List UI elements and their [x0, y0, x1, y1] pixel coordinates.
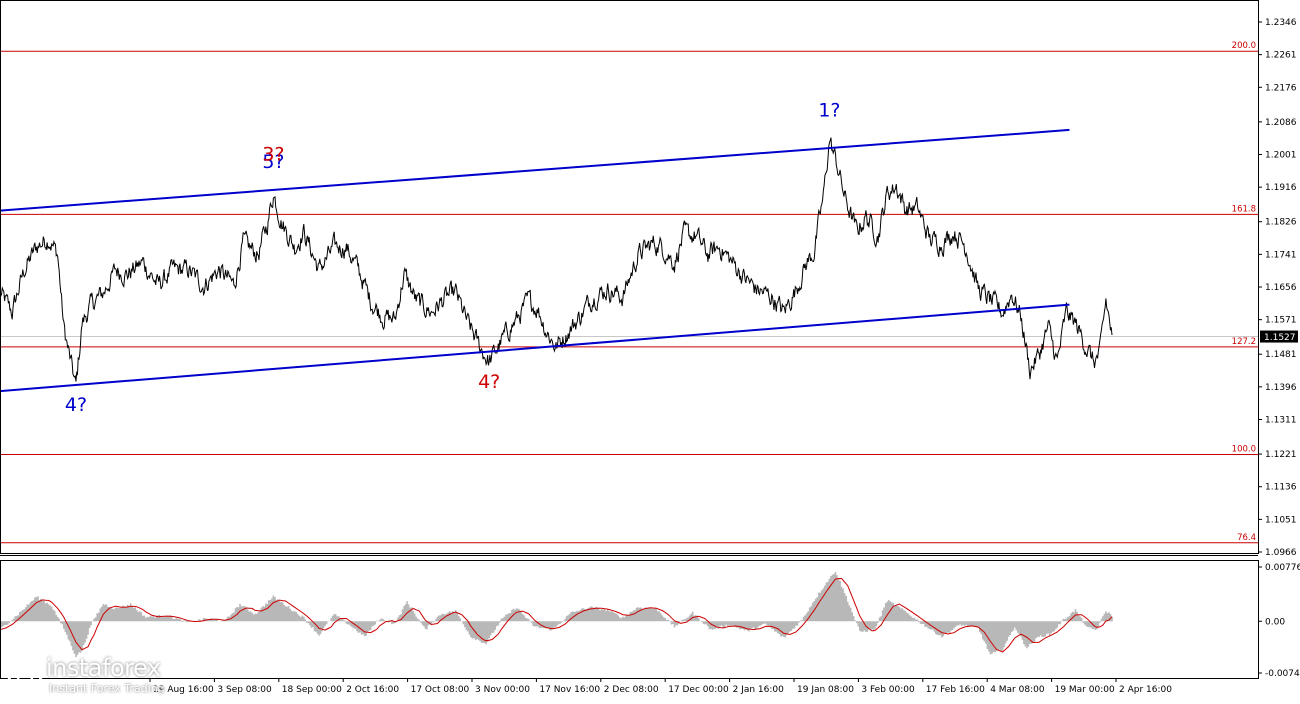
time-axis: 19 Aug 16:00 3 Sep 08:00 18 Sep 00:00 2 Oct…: [149, 678, 1172, 695]
price-tick-label: 1.1396: [1265, 383, 1297, 393]
time-tick-label: 3 Feb 00:00: [861, 685, 915, 695]
price-tick-label: 1.1571: [1265, 316, 1297, 326]
logo-title: instaforex: [46, 654, 161, 682]
price-tick-label: 1.2176: [1265, 83, 1297, 93]
oscillator-signal-line: [0, 577, 1113, 653]
wave-label: 4?: [65, 394, 87, 416]
fib-level-label: 161.8: [1232, 204, 1256, 214]
price-tick-label: 1.1656: [1265, 283, 1297, 293]
trend-channel: [0, 128, 1070, 393]
fibonacci-levels: 200.0 161.8 127.2 100.0 76.4: [0, 41, 1258, 544]
time-tick-label: 17 Feb 16:00: [926, 685, 985, 695]
oscillator-histogram: [0, 572, 1113, 658]
osc-tick-label: 0.00776: [1265, 563, 1300, 573]
lower-channel-line: [0, 303, 1070, 393]
price-tick-label: 1.1136: [1265, 483, 1297, 493]
time-tick-label: 17 Dec 00:00: [668, 685, 729, 695]
fib-level-label: 100.0: [1232, 444, 1256, 454]
osc-tick-label: -0.0074: [1265, 669, 1300, 679]
time-tick-label: 19 Jan 08:00: [797, 685, 854, 695]
price-axis: 1.2346 1.2261 1.2176 1.2086 1.2001 1.1916 1.18…: [1258, 18, 1300, 679]
fib-level-label: 76.4: [1237, 533, 1256, 543]
instaforex-logo: instaforex Instant Forex Trading: [2, 654, 180, 698]
price-tick-label: 1.1916: [1265, 183, 1297, 193]
wave-label: 5?: [262, 151, 284, 173]
time-tick-label: 18 Sep 00:00: [282, 685, 342, 695]
price-tick-label: 1.0966: [1265, 548, 1297, 558]
main-pane-border: [0, 0, 1259, 554]
price-tick-label: 1.1741: [1265, 250, 1297, 260]
upper-channel-line: [0, 128, 1070, 212]
time-tick-label: 17 Nov 16:00: [539, 685, 600, 695]
price-series-line: [0, 137, 1113, 382]
wave-label: 3?: [262, 143, 284, 165]
current-price-box: [1260, 330, 1298, 343]
time-tick-label: 2 Dec 08:00: [604, 685, 659, 695]
current-price-label: 1.1527: [1264, 333, 1296, 343]
time-tick-label: 4 Mar 08:00: [990, 685, 1045, 695]
wave-label: 1?: [818, 99, 840, 121]
price-tick-label: 1.2346: [1265, 18, 1297, 28]
globe-icon: [7, 657, 43, 693]
price-tick-label: 1.2086: [1265, 118, 1297, 128]
price-tick-label: 1.2261: [1265, 51, 1297, 61]
price-tick-label: 1.2001: [1265, 151, 1297, 161]
price-tick-label: 1.1311: [1265, 416, 1297, 426]
main-price-pane: [0, 137, 1113, 382]
time-tick-label: 2 Apr 16:00: [1119, 685, 1172, 695]
wave-labels: 4? 5?3? 4? 1?: [65, 99, 841, 416]
price-tick-label: 1.1221: [1265, 450, 1297, 460]
price-tick-label: 1.1051: [1265, 515, 1297, 525]
osc-tick-label: 0.00: [1265, 617, 1285, 627]
fib-level-label: 127.2: [1232, 337, 1256, 347]
time-tick-label: 19 Aug 16:00: [153, 685, 214, 695]
logo-subtitle: Instant Forex Trading: [49, 682, 165, 695]
fib-level-label: 200.0: [1232, 41, 1256, 51]
time-tick-label: 2 Oct 16:00: [346, 685, 399, 695]
oscillator-pane-border: [0, 560, 1259, 679]
time-tick-label: 3 Sep 08:00: [217, 685, 272, 695]
oscillator-pane: [0, 572, 1113, 658]
time-tick-label: 3 Nov 00:00: [475, 685, 530, 695]
price-tick-label: 1.1481: [1265, 350, 1297, 360]
wave-label: 4?: [478, 371, 500, 393]
time-tick-label: 17 Oct 08:00: [411, 685, 470, 695]
chart-frame: [0, 0, 1259, 679]
time-tick-label: 19 Mar 00:00: [1055, 685, 1115, 695]
time-tick-label: 2 Jan 16:00: [733, 685, 785, 695]
price-tick-label: 1.1826: [1265, 218, 1297, 228]
